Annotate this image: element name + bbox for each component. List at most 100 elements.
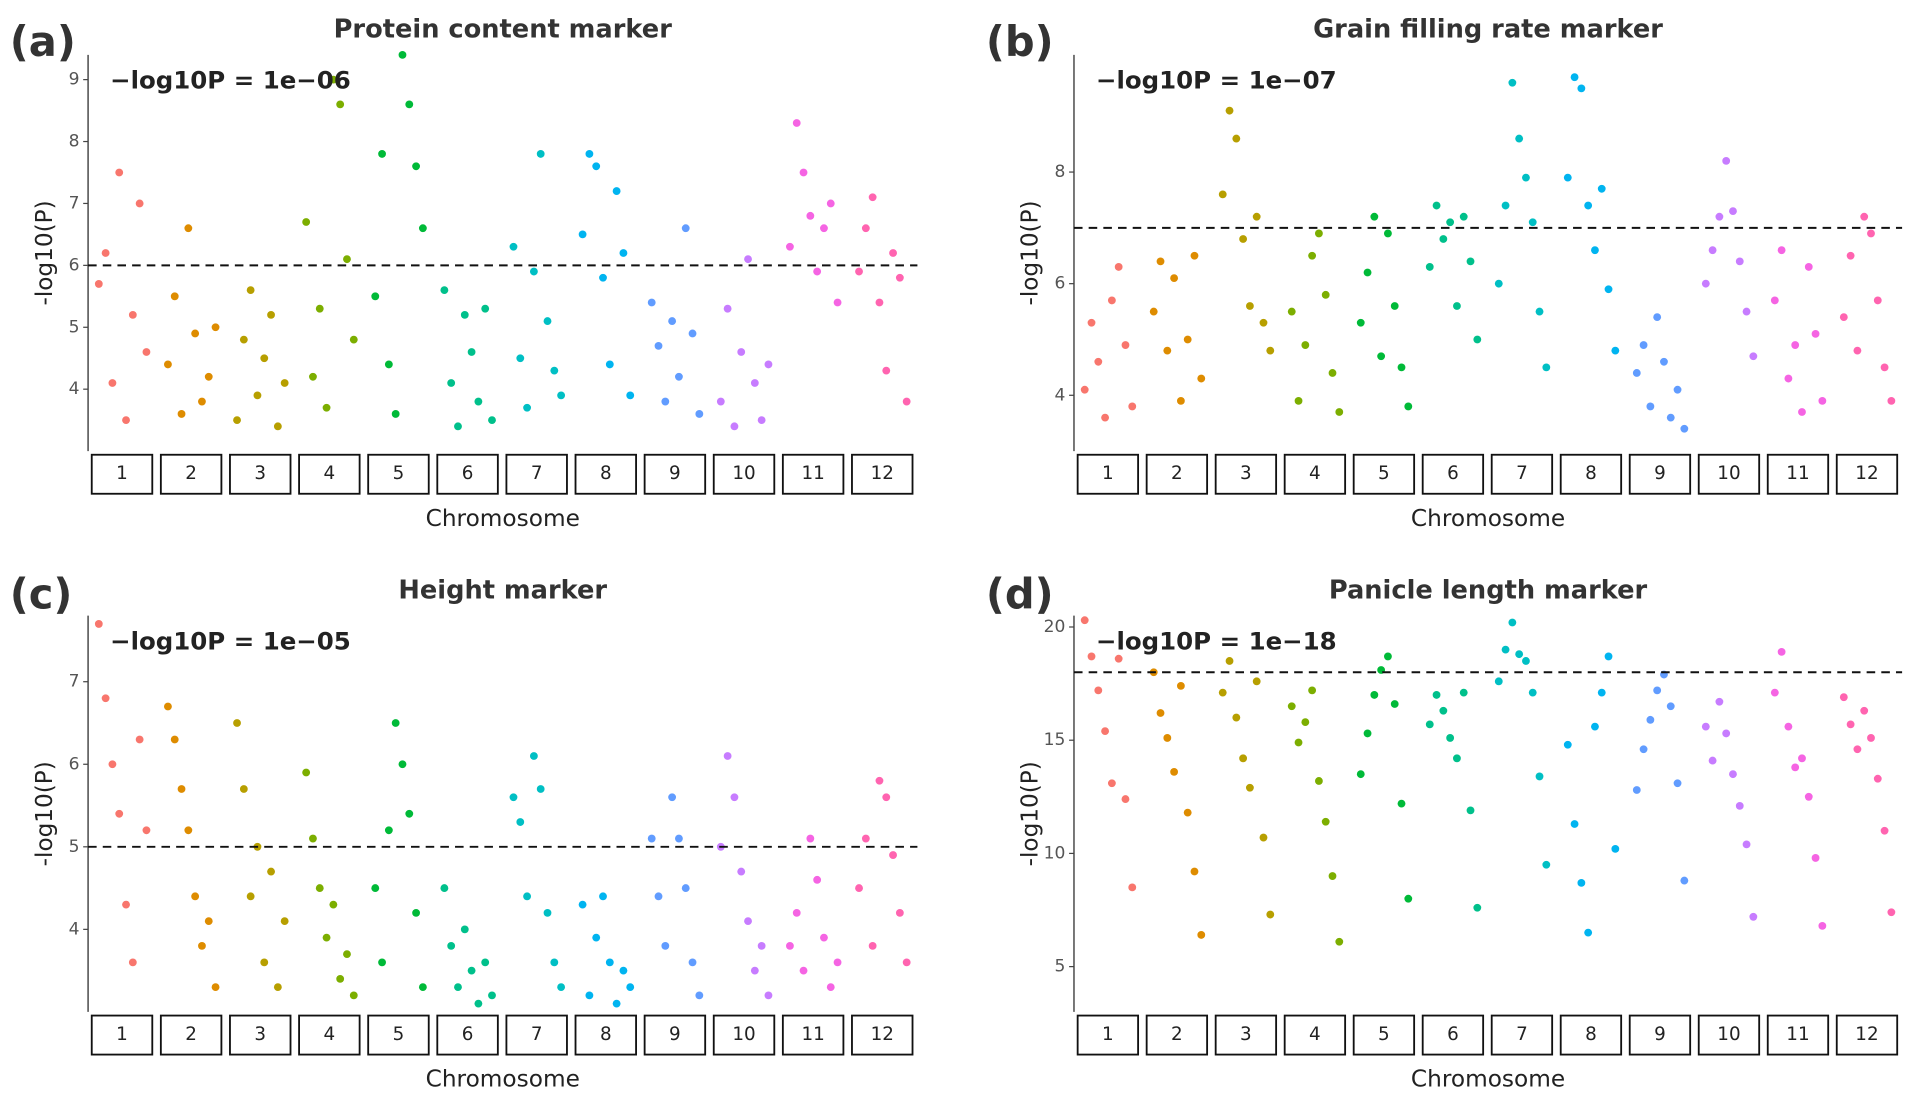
snp-point bbox=[599, 273, 607, 282]
chromosome-box bbox=[505, 453, 568, 495]
chromosome-box bbox=[1214, 453, 1278, 495]
x-tick-label: 6 bbox=[462, 1024, 474, 1045]
chromosome-box bbox=[229, 453, 292, 495]
snp-point bbox=[902, 958, 911, 967]
snp-point bbox=[1584, 201, 1593, 210]
snp-point bbox=[1749, 352, 1758, 361]
snp-point bbox=[1563, 740, 1572, 749]
x-axis-label: Chromosome bbox=[1411, 1066, 1565, 1093]
chromosome-box bbox=[90, 453, 154, 495]
snp-point bbox=[329, 75, 338, 84]
snp-point bbox=[1197, 374, 1206, 383]
snp-point bbox=[1846, 720, 1855, 729]
snp-point bbox=[94, 620, 103, 628]
chromosome-box bbox=[1352, 1014, 1416, 1056]
chromosome-box bbox=[643, 1014, 707, 1056]
chromosome-box bbox=[1490, 453, 1554, 495]
snp-point bbox=[1080, 616, 1089, 625]
snp-point bbox=[813, 267, 822, 276]
snp-point bbox=[467, 348, 476, 356]
snp-point bbox=[1639, 745, 1648, 754]
snp-point bbox=[1798, 754, 1806, 763]
snp-point bbox=[1087, 652, 1096, 661]
snp-point bbox=[1245, 783, 1254, 792]
snp-point bbox=[536, 785, 545, 793]
x-tick-label: 3 bbox=[1240, 463, 1252, 484]
snp-point bbox=[1846, 251, 1855, 260]
x-tick-label: 1 bbox=[1102, 463, 1114, 484]
x-tick-label: 7 bbox=[1516, 463, 1528, 484]
snp-point bbox=[626, 391, 635, 400]
snp-point bbox=[1190, 251, 1199, 260]
chromosome-box bbox=[229, 1014, 292, 1056]
x-axis-label: Chromosome bbox=[1411, 505, 1565, 532]
snp-point bbox=[1770, 296, 1779, 305]
snp-point bbox=[1183, 808, 1192, 817]
chromosome-box bbox=[574, 1014, 637, 1056]
snp-point bbox=[1128, 402, 1137, 411]
chromosome-box bbox=[505, 1014, 568, 1056]
snp-point bbox=[757, 416, 766, 425]
chromosome-box bbox=[1283, 453, 1347, 495]
snp-point bbox=[239, 785, 248, 793]
snp-point bbox=[246, 892, 255, 901]
snp-point bbox=[792, 908, 801, 917]
snp-point bbox=[391, 719, 400, 727]
chromosome-box bbox=[851, 453, 914, 495]
snp-point bbox=[1363, 729, 1372, 738]
snp-point bbox=[737, 348, 746, 356]
snp-point bbox=[467, 966, 476, 975]
points bbox=[1080, 616, 1896, 946]
snp-point bbox=[1729, 770, 1737, 779]
chromosome-box bbox=[1421, 1014, 1485, 1056]
chromosome-box bbox=[1835, 453, 1899, 495]
snp-point bbox=[1660, 357, 1668, 366]
snp-point bbox=[412, 162, 420, 171]
snp-point bbox=[1252, 677, 1261, 686]
snp-point bbox=[1742, 307, 1751, 316]
snp-point bbox=[744, 917, 752, 926]
snp-point bbox=[1404, 402, 1413, 411]
snp-point bbox=[1114, 263, 1123, 271]
snp-point bbox=[730, 793, 739, 802]
snp-point bbox=[1259, 318, 1268, 327]
x-tick-label: 2 bbox=[1171, 463, 1183, 484]
snp-point bbox=[343, 950, 351, 959]
snp-point bbox=[681, 884, 690, 892]
snp-point bbox=[509, 242, 518, 251]
x-tick-label: 11 bbox=[801, 1024, 824, 1045]
snp-point bbox=[1321, 817, 1330, 826]
y-tick-label: 4 bbox=[69, 379, 80, 399]
snp-point bbox=[675, 372, 683, 381]
snp-point bbox=[1818, 396, 1827, 405]
snp-point bbox=[302, 768, 311, 777]
snp-point bbox=[523, 892, 532, 901]
x-tick-label: 1 bbox=[116, 1024, 128, 1045]
snp-point bbox=[1818, 921, 1827, 930]
snp-point bbox=[315, 304, 324, 313]
x-axis-label: Chromosome bbox=[426, 505, 580, 532]
snp-point bbox=[1887, 396, 1896, 405]
snp-point bbox=[260, 958, 269, 967]
snp-point bbox=[198, 941, 206, 950]
snp-point bbox=[302, 218, 311, 226]
snp-point bbox=[1094, 686, 1103, 695]
snp-point bbox=[543, 317, 552, 325]
chromosome-box bbox=[1559, 1014, 1623, 1056]
snp-point bbox=[578, 230, 587, 239]
chromosome-box bbox=[1352, 453, 1416, 495]
x-tick-label: 11 bbox=[1786, 463, 1809, 484]
x-tick-label: 9 bbox=[669, 1024, 681, 1045]
snp-point bbox=[1804, 263, 1813, 271]
snp-point bbox=[184, 826, 193, 835]
snp-point bbox=[273, 422, 282, 431]
y-tick-label: 4 bbox=[1055, 385, 1066, 405]
snp-point bbox=[557, 983, 566, 992]
snp-point bbox=[1156, 257, 1165, 266]
y-tick-label: 5 bbox=[69, 837, 80, 857]
snp-point bbox=[737, 867, 746, 876]
chromosome-box bbox=[1145, 453, 1209, 495]
snp-point bbox=[1570, 73, 1579, 82]
snp-point bbox=[1377, 352, 1386, 361]
